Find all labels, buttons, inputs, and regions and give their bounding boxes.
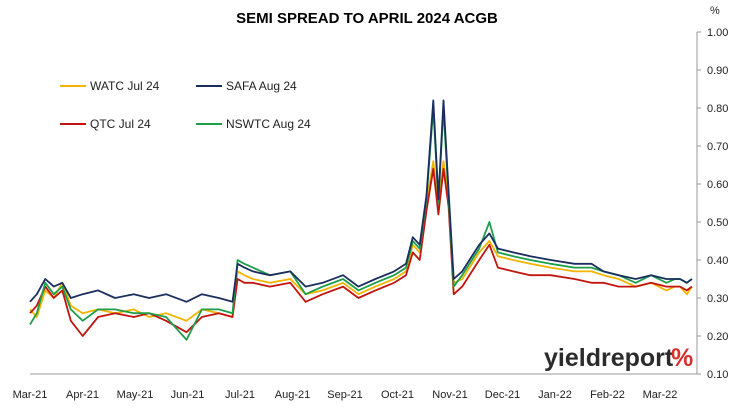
x-tick-label: Aug-21 xyxy=(275,389,310,401)
x-tick-label: Jun-21 xyxy=(171,389,205,401)
y-tick-label: 0.80 xyxy=(707,103,728,115)
legend-label-nswtc: NSWTC Aug 24 xyxy=(226,117,311,131)
y-tick-label: 0.60 xyxy=(707,179,728,191)
x-tick-label: Nov-21 xyxy=(432,389,467,401)
y-tick-label: 0.90 xyxy=(707,65,728,77)
y-tick-label: 0.30 xyxy=(707,293,728,305)
y-tick-label: 0.50 xyxy=(707,217,728,229)
logo-wordmark: yieldreport xyxy=(544,344,674,372)
legend-label-watc: WATC Jul 24 xyxy=(90,79,160,93)
series-line-watc xyxy=(29,160,693,322)
x-tick-label: Apr-21 xyxy=(66,389,99,401)
y-tick-label: 0.70 xyxy=(707,141,728,153)
y-ticks: 1.00 0.90 0.80 0.70 0.60 0.50 0.40 0.30 0.20 0.10 xyxy=(697,27,728,381)
x-ticks: Mar-21 Apr-21 May-21 Jun-21 Jul-21 Aug-21 Sep-… xyxy=(13,389,678,401)
series-line-nswtc xyxy=(29,107,693,341)
series-line-safa xyxy=(29,99,693,303)
x-tick-label: Oct-21 xyxy=(381,389,414,401)
x-tick-label: Mar-21 xyxy=(13,389,48,401)
x-tick-label: Dec-21 xyxy=(485,389,520,401)
series-line-qtc xyxy=(29,167,693,337)
x-tick-label: Sep-21 xyxy=(327,389,362,401)
yieldreport-logo: yieldreport % xyxy=(544,344,693,372)
logo-percent-icon: % xyxy=(671,344,693,372)
x-tick-label: Mar-22 xyxy=(643,389,678,401)
x-tick-label: Feb-22 xyxy=(590,389,625,401)
x-tick-label: Jan-22 xyxy=(538,389,572,401)
x-tick-label: May-21 xyxy=(117,389,154,401)
x-tick-label: Jul-21 xyxy=(225,389,255,401)
legend: WATC Jul 24 SAFA Aug 24 QTC Jul 24 NSWTC… xyxy=(60,79,311,131)
y-axis-unit: % xyxy=(710,5,720,17)
y-tick-label: 0.10 xyxy=(707,369,728,381)
y-tick-label: 0.20 xyxy=(707,331,728,343)
legend-label-qtc: QTC Jul 24 xyxy=(90,117,151,131)
y-tick-label: 1.00 xyxy=(707,27,728,39)
series-lines xyxy=(29,99,693,341)
y-tick-label: 0.40 xyxy=(707,255,728,267)
legend-label-safa: SAFA Aug 24 xyxy=(226,79,297,93)
chart-title: SEMI SPREAD TO APRIL 2024 ACGB xyxy=(236,10,498,27)
